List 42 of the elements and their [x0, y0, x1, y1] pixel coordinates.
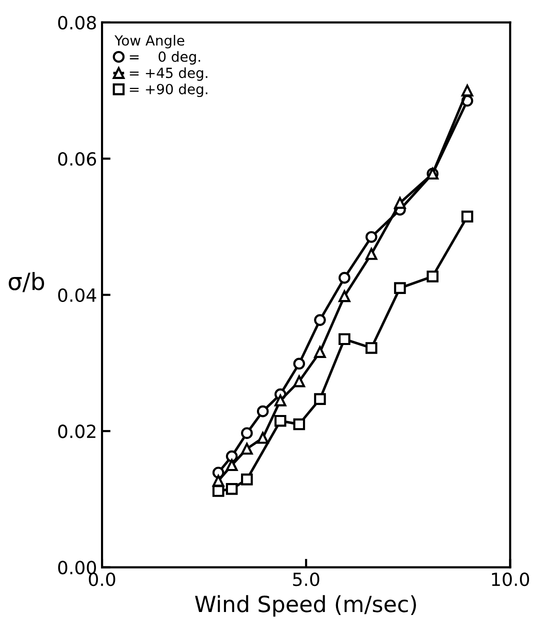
- point: [365, 342, 378, 354]
- point: [365, 231, 378, 243]
- point: [314, 346, 326, 358]
- y-tick-label: 0.04: [58, 288, 96, 302]
- point: [314, 393, 326, 405]
- legend-label: = +45 deg.: [130, 67, 208, 81]
- point: [212, 485, 224, 497]
- legend-label: = +90 deg.: [130, 84, 208, 98]
- point: [338, 290, 350, 302]
- point: [256, 405, 269, 418]
- y-tick-label: 0.06: [58, 152, 96, 166]
- point: [293, 375, 306, 388]
- x-tick-label: 0.0: [88, 572, 116, 586]
- point: [461, 84, 474, 96]
- point: [226, 450, 238, 462]
- point: [365, 248, 378, 260]
- point: [226, 459, 238, 472]
- legend-title: Yow Angle: [114, 34, 184, 48]
- y-tick-label: 0.02: [58, 424, 96, 438]
- point: [274, 414, 286, 427]
- y-axis-title: σ/b: [8, 272, 44, 292]
- point: [274, 394, 286, 406]
- y-tick-label: 0.00: [58, 560, 96, 574]
- point: [293, 358, 306, 370]
- legend-label: = 0 deg.: [130, 51, 200, 65]
- x-axis-title: Wind Speed (m/sec): [195, 595, 416, 617]
- point: [394, 282, 406, 294]
- point: [338, 333, 350, 346]
- point: [394, 197, 406, 209]
- x-tick-label: 5.0: [293, 572, 320, 586]
- point: [338, 272, 350, 284]
- point: [293, 418, 306, 430]
- point: [241, 474, 253, 486]
- x-tick-label: 10.0: [492, 572, 530, 586]
- point: [256, 432, 269, 444]
- point: [226, 483, 238, 495]
- point: [461, 210, 474, 222]
- y-tick-label: 0.08: [58, 16, 96, 30]
- point: [314, 314, 326, 326]
- point: [241, 427, 253, 440]
- point: [426, 270, 439, 282]
- point: [241, 442, 253, 455]
